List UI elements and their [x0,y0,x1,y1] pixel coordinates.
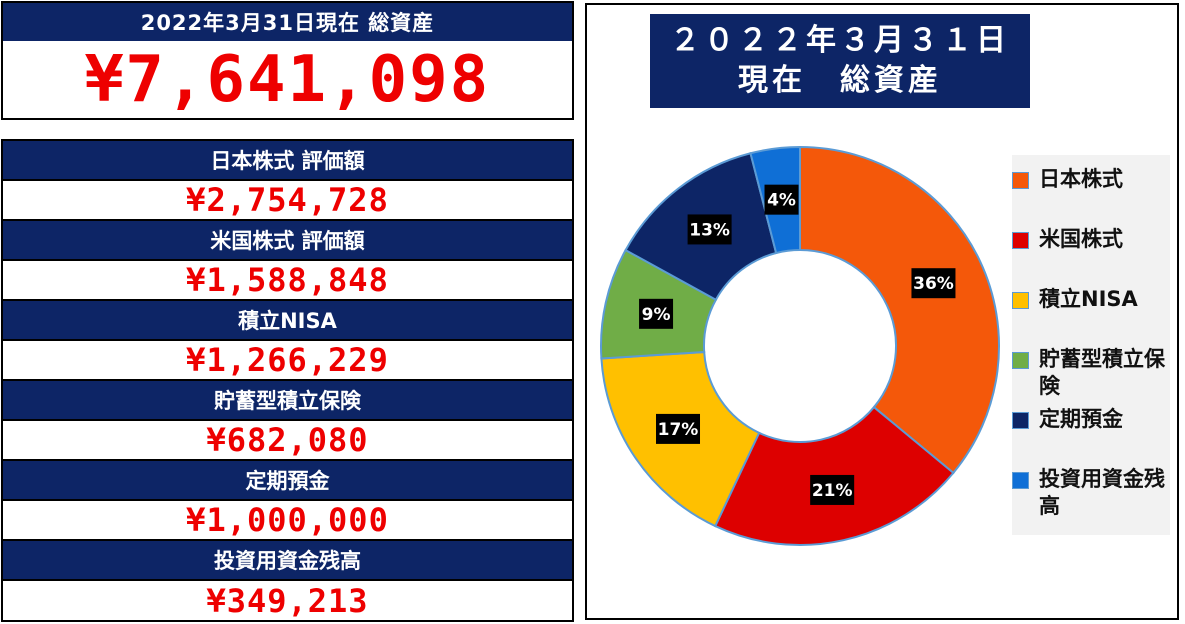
legend-swatch-5 [1012,472,1029,489]
donut-chart: 36% 21% 17% 9% 13% 4% [600,145,1000,546]
data-label-text-2: 17% [658,420,699,440]
legend-swatch-2 [1012,292,1029,309]
data-label-2: 17% [656,413,701,444]
row-label-insurance: 貯蓄型積立保険 [3,381,572,421]
data-label-text-1: 21% [812,481,853,501]
data-label-text-0: 36% [913,274,954,294]
legend-item-0: 日本株式 [1012,166,1174,193]
data-label-3: 9% [639,298,674,329]
chart-title: ２０２２年３月３１日 現在 総資産 [650,14,1030,108]
legend-swatch-1 [1012,232,1029,249]
legend-item-2: 積立NISA [1012,286,1174,313]
legend-label-3: 貯蓄型積立保険 [1039,347,1165,398]
data-label-0: 36% [911,268,956,299]
legend-item-1: 米国株式 [1012,226,1174,253]
data-label-1: 21% [810,474,855,505]
row-label-japan-stocks: 日本株式 評価額 [3,141,572,181]
chart-title-line1: ２０２２年３月３１日 [670,23,1010,58]
row-label-us-stocks: 米国株式 評価額 [3,221,572,261]
legend-item-4: 定期預金 [1012,406,1174,433]
legend-label-2: 積立NISA [1039,287,1138,311]
legend-label-5: 投資用資金残高 [1039,467,1165,518]
row-label-time-deposit: 定期預金 [3,461,572,501]
legend-item-3: 貯蓄型積立保険 [1012,346,1174,400]
data-label-5: 4% [764,184,799,215]
data-label-text-5: 4% [767,191,796,211]
legend-swatch-4 [1012,412,1029,429]
data-label-bg-4 [687,214,732,245]
data-label-bg-0 [911,268,956,299]
chart-title-line2: 現在 総資産 [738,63,942,98]
row-label-nisa: 積立NISA [3,301,572,341]
total-assets-label: 2022年3月31日現在 総資産 [3,3,572,41]
data-label-text-4: 13% [689,220,730,240]
legend-label-1: 米国株式 [1039,227,1123,251]
data-label-bg-1 [810,474,855,505]
row-value-nisa: ¥1,266,229 [3,341,572,381]
legend-swatch-0 [1012,172,1029,189]
chart-legend: 日本株式米国株式積立NISA 貯蓄型積立保険定期預金投資用資金残高 [1012,155,1170,535]
data-label-bg-2 [656,413,701,444]
row-value-us-stocks: ¥1,588,848 [3,261,572,301]
data-label-text-3: 9% [642,305,671,325]
total-assets-value: ¥7,641,098 [3,41,572,118]
row-value-japan-stocks: ¥2,754,728 [3,181,572,221]
row-label-investment-cash: 投資用資金残高 [3,541,572,581]
data-label-bg-5 [764,184,799,215]
row-value-investment-cash: ¥349,213 [3,581,572,620]
asset-breakdown-table: 日本株式 評価額 ¥2,754,728 米国株式 評価額 ¥1,588,848 … [1,139,574,622]
legend-label-0: 日本株式 [1039,167,1123,191]
data-label-4: 13% [687,214,732,245]
legend-label-4: 定期預金 [1039,407,1123,431]
legend-item-5: 投資用資金残高 [1012,466,1174,520]
data-label-bg-3 [639,298,674,329]
row-value-insurance: ¥682,080 [3,421,572,461]
donut-slice-0 [799,145,1000,475]
total-assets-box: 2022年3月31日現在 総資産 ¥7,641,098 [1,1,574,120]
row-value-time-deposit: ¥1,000,000 [3,501,572,541]
legend-swatch-3 [1012,352,1029,369]
